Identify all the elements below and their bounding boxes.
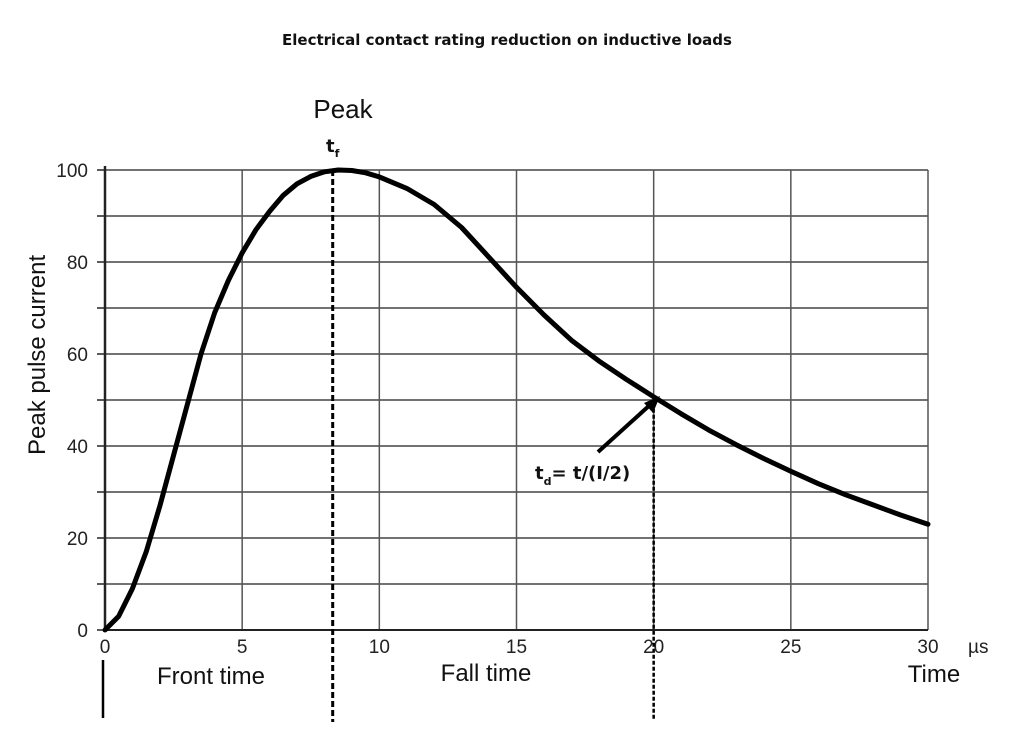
x-tick-label: 30: [917, 637, 938, 658]
x-tick-label: 0: [100, 637, 111, 658]
x-unit-label: µs: [968, 637, 988, 658]
series-line: [102, 167, 931, 633]
y-tick-label: 80: [67, 253, 88, 274]
x-tick-label: 25: [780, 637, 801, 658]
half-value-label: td= t/(I/2): [535, 463, 630, 488]
x-axis-label: Time: [908, 661, 960, 688]
peak-time-label: tf: [326, 136, 340, 160]
grid: [105, 169, 929, 631]
y-tick-label: 0: [77, 621, 88, 642]
axes: [97, 166, 928, 632]
half-value-arrow-head: [644, 396, 660, 413]
x-tick-label: 10: [369, 637, 390, 658]
y-tick-label: 40: [67, 437, 88, 458]
fall-time-label: Fall time: [441, 660, 532, 687]
y-axis-label: Peak pulse current: [24, 255, 51, 455]
y-tick-labels: 0 20 40 60 80 100: [56, 161, 88, 642]
y-tick-label: 100: [56, 161, 88, 182]
y-tick-label: 60: [67, 345, 88, 366]
peak-label: Peak: [313, 94, 373, 124]
chart-title: Electrical contact rating reduction on i…: [282, 31, 732, 49]
half-value-annotation: td= t/(I/2): [535, 396, 660, 488]
x-tick-label: 20: [643, 637, 664, 658]
half-value-arrow: [596, 402, 653, 454]
front-time-label: Front time: [157, 663, 265, 690]
x-tick-label: 5: [237, 637, 248, 658]
time-markers: [101, 170, 655, 722]
y-tick-label: 20: [67, 529, 88, 550]
x-tick-labels: 0 5 10 15 20 25 30: [100, 637, 939, 658]
x-tick-label: 15: [506, 637, 527, 658]
